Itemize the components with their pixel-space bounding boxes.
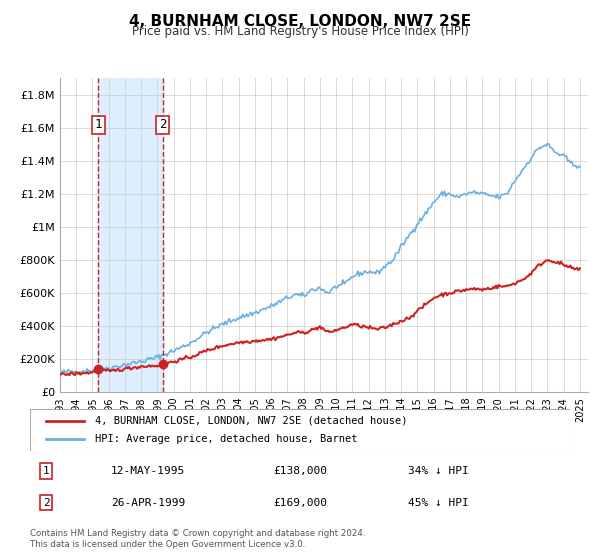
Text: 12-MAY-1995: 12-MAY-1995 xyxy=(111,466,185,476)
Text: £138,000: £138,000 xyxy=(273,466,327,476)
Text: 1: 1 xyxy=(95,118,102,131)
Text: 2: 2 xyxy=(159,118,166,131)
Text: 26-APR-1999: 26-APR-1999 xyxy=(111,498,185,507)
Text: HPI: Average price, detached house, Barnet: HPI: Average price, detached house, Barn… xyxy=(95,434,358,444)
Text: Price paid vs. HM Land Registry's House Price Index (HPI): Price paid vs. HM Land Registry's House … xyxy=(131,25,469,38)
Text: This data is licensed under the Open Government Licence v3.0.: This data is licensed under the Open Gov… xyxy=(30,540,305,549)
Text: 34% ↓ HPI: 34% ↓ HPI xyxy=(408,466,469,476)
Text: 4, BURNHAM CLOSE, LONDON, NW7 2SE (detached house): 4, BURNHAM CLOSE, LONDON, NW7 2SE (detac… xyxy=(95,416,407,426)
Text: £169,000: £169,000 xyxy=(273,498,327,507)
FancyBboxPatch shape xyxy=(30,409,570,451)
Text: Contains HM Land Registry data © Crown copyright and database right 2024.: Contains HM Land Registry data © Crown c… xyxy=(30,529,365,538)
Text: 1: 1 xyxy=(43,466,50,476)
Text: 2: 2 xyxy=(43,498,50,507)
Text: 45% ↓ HPI: 45% ↓ HPI xyxy=(408,498,469,507)
Text: 4, BURNHAM CLOSE, LONDON, NW7 2SE: 4, BURNHAM CLOSE, LONDON, NW7 2SE xyxy=(129,14,471,29)
Bar xyxy=(98,78,163,392)
